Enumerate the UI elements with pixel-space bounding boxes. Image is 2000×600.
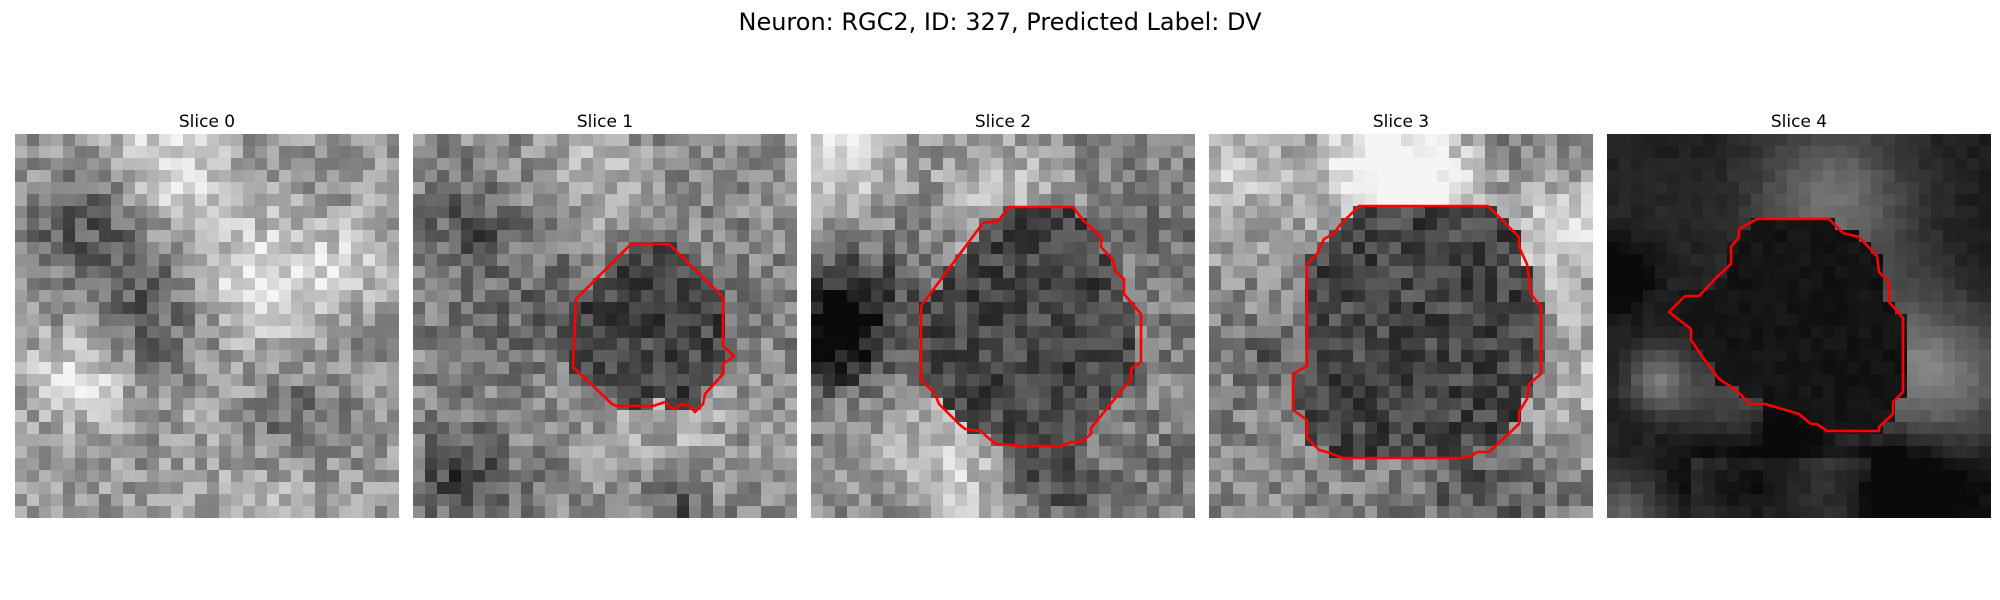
slice-panel-3: Slice 3 <box>1209 110 1593 518</box>
slice-image-4 <box>1607 134 1991 518</box>
neuron-contour <box>919 205 1143 448</box>
slice-image-3 <box>1209 134 1593 518</box>
neuron-contour <box>1291 204 1543 460</box>
neuron-contour <box>1667 217 1905 433</box>
slice-title: Slice 1 <box>576 112 634 132</box>
slice-panel-2: Slice 2 <box>811 110 1195 518</box>
slice-title: Slice 4 <box>1770 112 1828 132</box>
slice-title: Slice 2 <box>974 112 1032 132</box>
slice-title: Slice 0 <box>178 112 236 132</box>
slice-image-1 <box>413 134 797 518</box>
slice-panel-4: Slice 4 <box>1607 110 1991 518</box>
slice-image-2 <box>811 134 1195 518</box>
figure-title: Neuron: RGC2, ID: 327, Predicted Label: … <box>738 8 1262 36</box>
neuron-contour <box>571 242 736 414</box>
slice-panel-0: Slice 0 <box>15 110 399 518</box>
slice-title: Slice 3 <box>1372 112 1430 132</box>
slice-image-0 <box>15 134 399 518</box>
slice-panel-1: Slice 1 <box>413 110 797 518</box>
